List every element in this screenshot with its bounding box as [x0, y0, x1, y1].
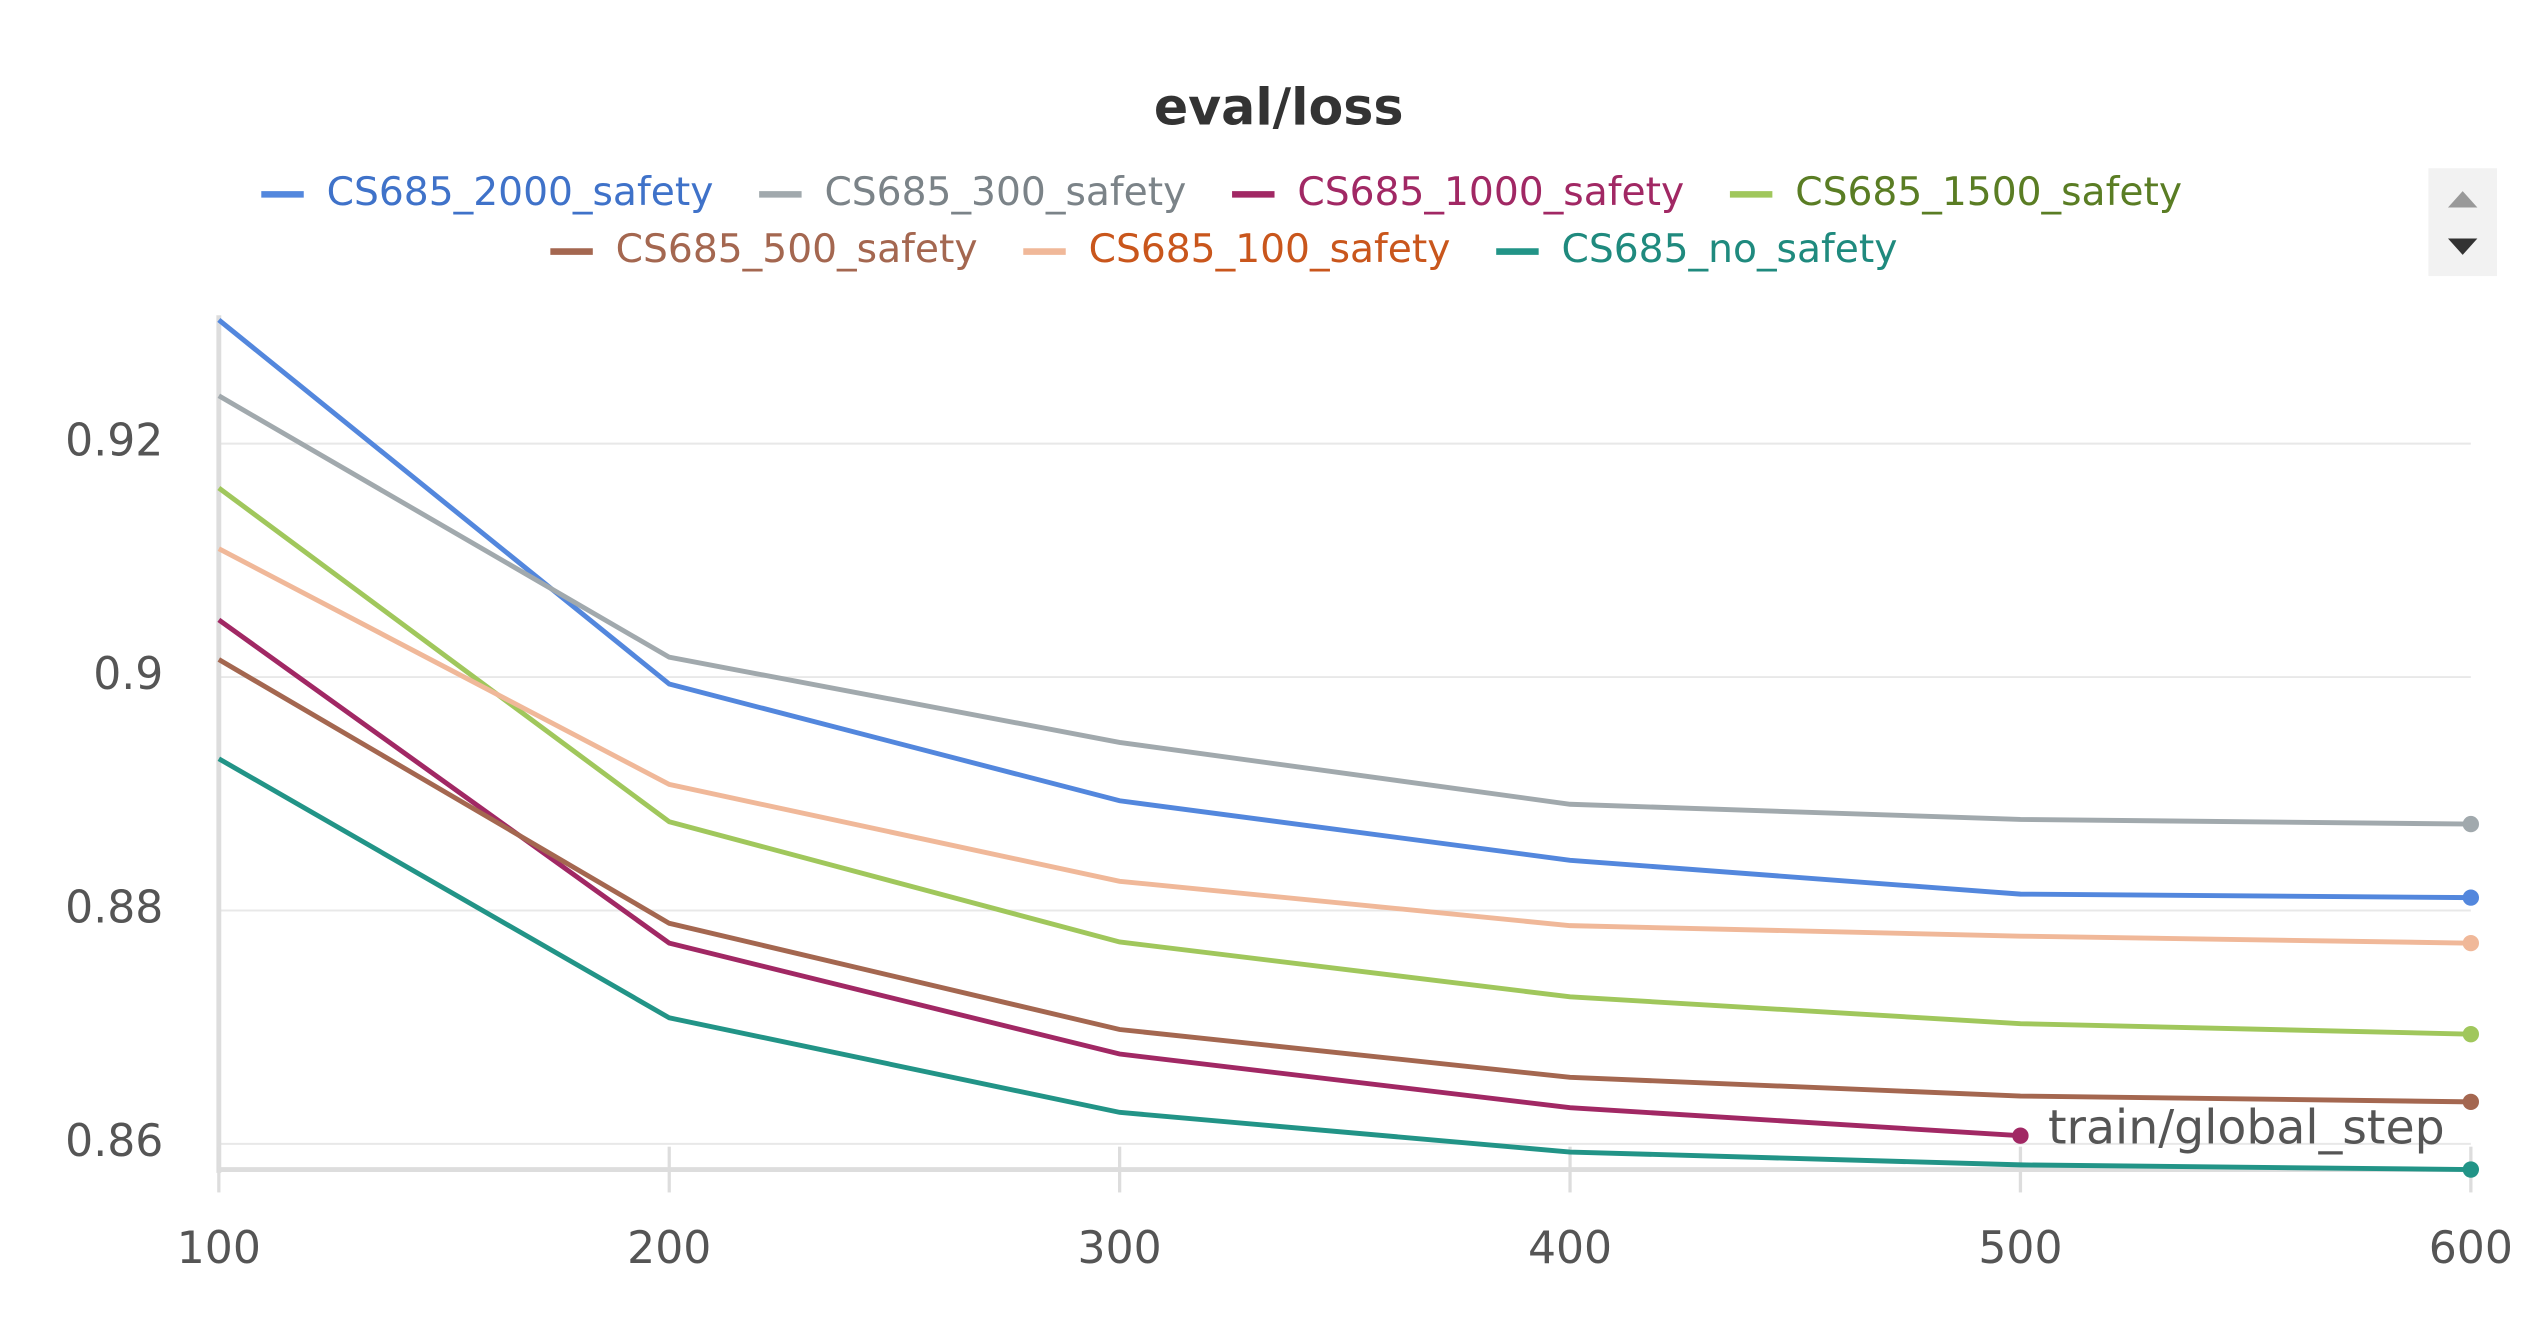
chart-title: eval/loss — [1154, 78, 1404, 137]
series-line — [217, 486, 2471, 1037]
legend-label: CS685_2000_safety — [327, 170, 714, 215]
x-axis-label: train/global_step — [2048, 1100, 2445, 1155]
end-point — [2462, 1026, 2480, 1043]
series-line — [217, 756, 2471, 1173]
legend-label: CS685_1000_safety — [1297, 170, 1684, 215]
legend-label: CS685_500_safety — [616, 227, 978, 272]
legend-label: CS685_1500_safety — [1795, 170, 2182, 215]
x-tick-label: 600 — [2429, 1223, 2513, 1274]
x-tick-label: 400 — [1528, 1223, 1612, 1274]
series-line — [217, 617, 2021, 1139]
y-tick-label: 0.9 — [93, 649, 163, 700]
x-tick-label: 500 — [1978, 1223, 2062, 1274]
end-point — [2462, 934, 2480, 952]
end-point — [2462, 815, 2480, 833]
series-line — [217, 657, 2471, 1105]
legend-scroll[interactable] — [2428, 168, 2497, 277]
y-tick-label: 0.86 — [65, 1116, 163, 1167]
scroll-box — [2428, 168, 2497, 277]
end-point — [2012, 1127, 2029, 1144]
series-line — [217, 546, 2471, 946]
y-tick-label: 0.92 — [65, 416, 163, 467]
y-tick-label: 0.88 — [65, 882, 163, 933]
legend-label: CS685_100_safety — [1089, 227, 1451, 272]
end-point — [2462, 1093, 2480, 1111]
scroll-up[interactable] — [2447, 191, 2478, 208]
legend-label: CS685_300_safety — [824, 170, 1186, 215]
end-point — [2462, 889, 2480, 906]
legend-label: CS685_no_safety — [1562, 227, 1898, 272]
scroll-down[interactable] — [2447, 238, 2478, 255]
series-line — [217, 318, 2471, 901]
end-point — [2462, 1161, 2480, 1178]
x-tick-label: 300 — [1078, 1223, 1162, 1274]
series-line — [217, 393, 2471, 827]
x-tick-label: 200 — [627, 1223, 711, 1274]
x-tick-label: 100 — [177, 1223, 261, 1274]
